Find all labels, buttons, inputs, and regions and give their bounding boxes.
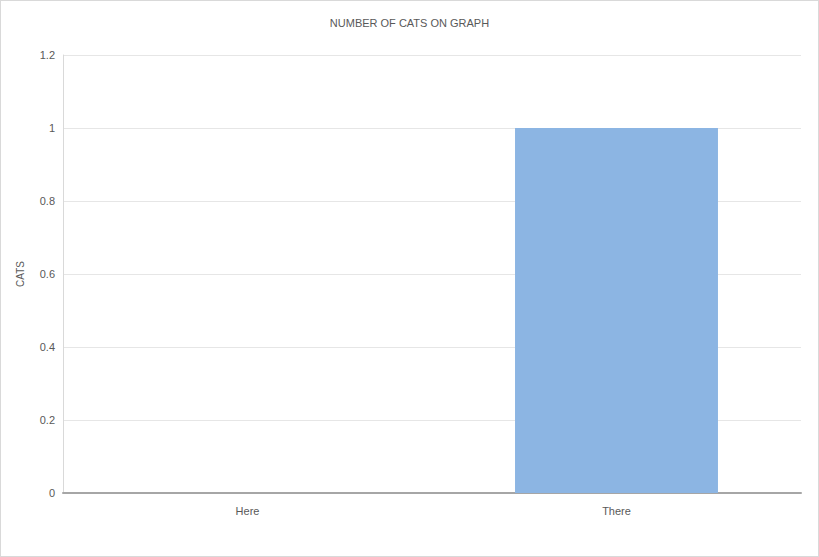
svg-text:0.2: 0.2 <box>40 414 55 426</box>
svg-text:Here: Here <box>236 505 260 517</box>
svg-text:NUMBER OF CATS ON GRAPH: NUMBER OF CATS ON GRAPH <box>330 17 489 29</box>
svg-text:0.8: 0.8 <box>40 195 55 207</box>
svg-text:1: 1 <box>49 122 55 134</box>
svg-text:CATS: CATS <box>15 261 26 287</box>
svg-text:1.2: 1.2 <box>40 49 55 61</box>
svg-text:0: 0 <box>49 487 55 499</box>
svg-text:0.6: 0.6 <box>40 268 55 280</box>
svg-text:There: There <box>602 505 631 517</box>
svg-text:0.4: 0.4 <box>40 341 55 353</box>
